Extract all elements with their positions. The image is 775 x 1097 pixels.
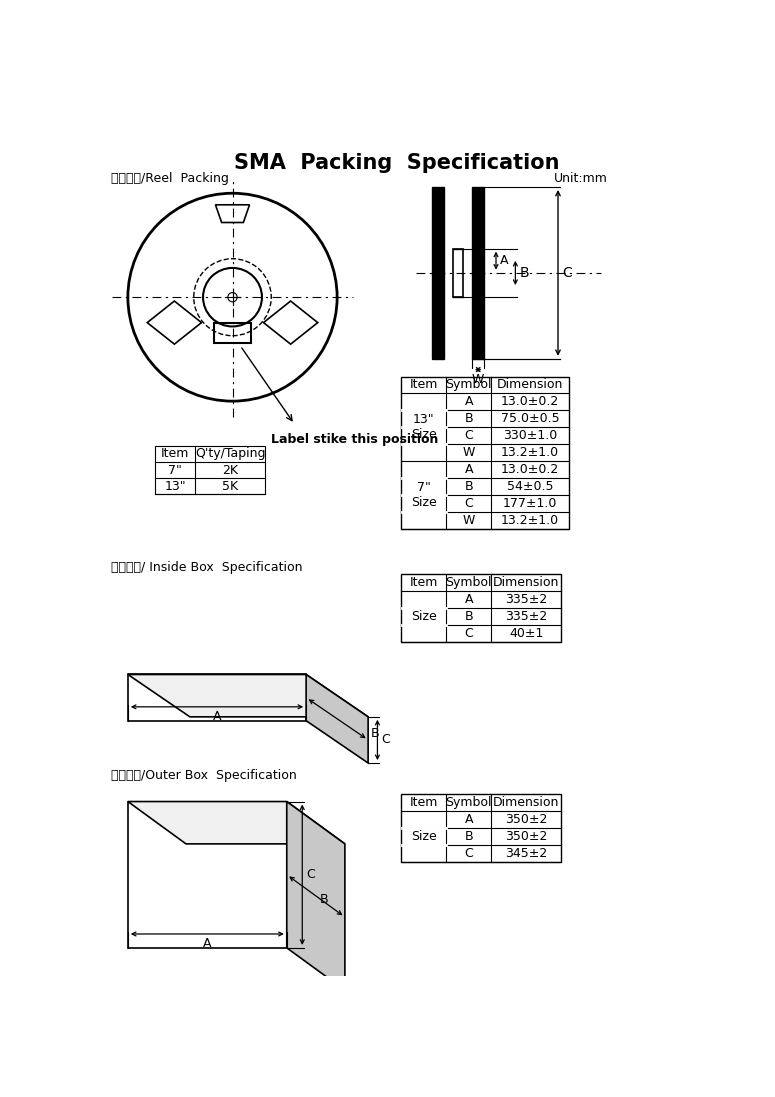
Text: B: B bbox=[464, 412, 474, 426]
Text: 卷盘规格/Reel  Packing: 卷盘规格/Reel Packing bbox=[111, 171, 229, 184]
Text: A: A bbox=[465, 593, 473, 607]
Text: W: W bbox=[472, 373, 484, 386]
Bar bbox=[472, 188, 484, 359]
Text: Symbol: Symbol bbox=[446, 795, 492, 808]
Text: C: C bbox=[563, 265, 573, 280]
Text: Label stike this position: Label stike this position bbox=[271, 433, 439, 446]
Text: B: B bbox=[370, 727, 379, 740]
Text: SMA  Packing  Specification: SMA Packing Specification bbox=[234, 154, 560, 173]
Text: Dimension: Dimension bbox=[493, 795, 560, 808]
Text: Unit:mm: Unit:mm bbox=[554, 171, 608, 184]
Text: A: A bbox=[203, 937, 212, 950]
Text: 177±1.0: 177±1.0 bbox=[503, 497, 557, 510]
Text: Item: Item bbox=[410, 795, 438, 808]
Text: Q'ty/Taping: Q'ty/Taping bbox=[195, 448, 265, 461]
Text: Item: Item bbox=[161, 448, 189, 461]
Text: 13.0±0.2: 13.0±0.2 bbox=[501, 463, 560, 476]
Text: Dimension: Dimension bbox=[493, 576, 560, 589]
Text: A: A bbox=[465, 395, 473, 408]
Text: A: A bbox=[465, 813, 473, 826]
Text: C: C bbox=[381, 734, 390, 746]
Text: 13.2±1.0: 13.2±1.0 bbox=[501, 446, 560, 460]
Text: 2K: 2K bbox=[222, 464, 238, 476]
Polygon shape bbox=[128, 675, 368, 716]
Text: 13": 13" bbox=[164, 479, 186, 493]
Bar bbox=[401, 575, 561, 642]
Text: W: W bbox=[463, 446, 475, 460]
Text: 外箱规格/Outer Box  Specification: 外箱规格/Outer Box Specification bbox=[111, 769, 297, 782]
Text: C: C bbox=[464, 497, 474, 510]
Text: 7"
Size: 7" Size bbox=[411, 482, 437, 509]
Text: Dimension: Dimension bbox=[497, 378, 563, 392]
Text: A: A bbox=[465, 463, 473, 476]
Text: B: B bbox=[464, 829, 474, 842]
Polygon shape bbox=[128, 802, 287, 948]
Text: B: B bbox=[464, 610, 474, 623]
Text: 13"
Size: 13" Size bbox=[411, 414, 437, 441]
Text: W: W bbox=[463, 514, 475, 527]
Bar bbox=[401, 376, 569, 529]
Text: 335±2: 335±2 bbox=[505, 610, 547, 623]
Text: Size: Size bbox=[411, 610, 437, 623]
Polygon shape bbox=[128, 675, 306, 721]
Text: 345±2: 345±2 bbox=[505, 847, 547, 860]
Bar bbox=[214, 324, 251, 343]
Text: Size: Size bbox=[411, 829, 437, 842]
Text: Symbol: Symbol bbox=[446, 378, 492, 392]
Text: A: A bbox=[213, 710, 221, 723]
Bar bbox=[155, 445, 265, 495]
Polygon shape bbox=[306, 675, 368, 764]
Text: 330±1.0: 330±1.0 bbox=[503, 429, 557, 442]
Text: 内箱规格/ Inside Box  Specification: 内箱规格/ Inside Box Specification bbox=[111, 562, 302, 575]
Bar bbox=[453, 249, 463, 297]
Text: Item: Item bbox=[410, 576, 438, 589]
Polygon shape bbox=[128, 802, 345, 844]
Bar bbox=[432, 188, 444, 359]
Text: 40±1: 40±1 bbox=[509, 627, 543, 641]
Text: C: C bbox=[306, 868, 315, 881]
Text: 7": 7" bbox=[168, 464, 182, 476]
Text: 5K: 5K bbox=[222, 479, 238, 493]
Text: 13.0±0.2: 13.0±0.2 bbox=[501, 395, 560, 408]
Text: B: B bbox=[519, 265, 529, 280]
Text: Symbol: Symbol bbox=[446, 576, 492, 589]
Text: 13.2±1.0: 13.2±1.0 bbox=[501, 514, 560, 527]
Text: 350±2: 350±2 bbox=[505, 829, 547, 842]
Text: B: B bbox=[464, 480, 474, 494]
Text: 350±2: 350±2 bbox=[505, 813, 547, 826]
Text: 75.0±0.5: 75.0±0.5 bbox=[501, 412, 560, 426]
Text: B: B bbox=[319, 893, 329, 906]
Text: 54±0.5: 54±0.5 bbox=[507, 480, 553, 494]
Text: C: C bbox=[464, 847, 474, 860]
Text: Item: Item bbox=[410, 378, 438, 392]
Text: C: C bbox=[464, 429, 474, 442]
Text: A: A bbox=[500, 255, 508, 267]
Polygon shape bbox=[287, 802, 345, 991]
Bar bbox=[401, 794, 561, 861]
Text: 335±2: 335±2 bbox=[505, 593, 547, 607]
Text: C: C bbox=[464, 627, 474, 641]
